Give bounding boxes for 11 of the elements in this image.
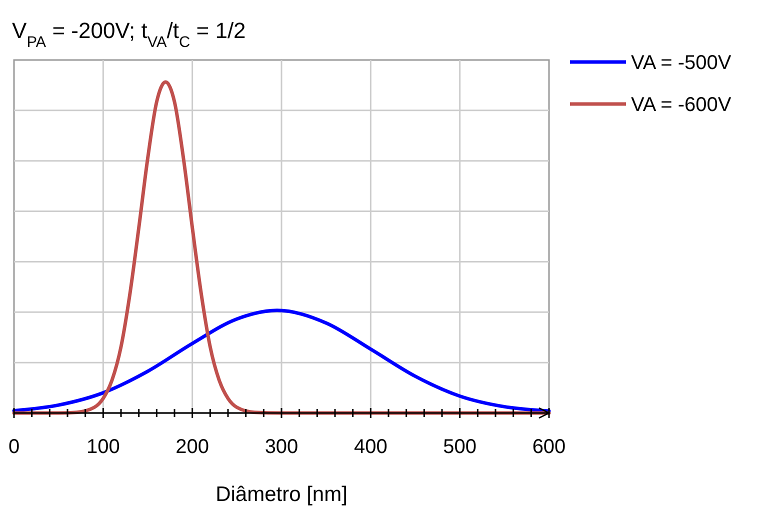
x-tick-label: 400 bbox=[354, 436, 388, 458]
x-tick-label: 300 bbox=[264, 436, 298, 458]
x-tick-label: 100 bbox=[86, 436, 120, 458]
x-axis-title: Diâmetro [nm] bbox=[216, 483, 348, 506]
x-tick-label: 200 bbox=[176, 436, 210, 458]
legend-label: VA = -600V bbox=[631, 94, 732, 116]
x-tick-label: 500 bbox=[443, 436, 477, 458]
x-tick-label: 0 bbox=[8, 436, 20, 458]
chart-title: V$_{PA}$ = -200V; t$_{VA}$/t$_{C}$ = 1/2 bbox=[12, 18, 246, 50]
x-tick-label: 600 bbox=[532, 436, 566, 458]
legend-label: VA = -500V bbox=[631, 52, 732, 74]
